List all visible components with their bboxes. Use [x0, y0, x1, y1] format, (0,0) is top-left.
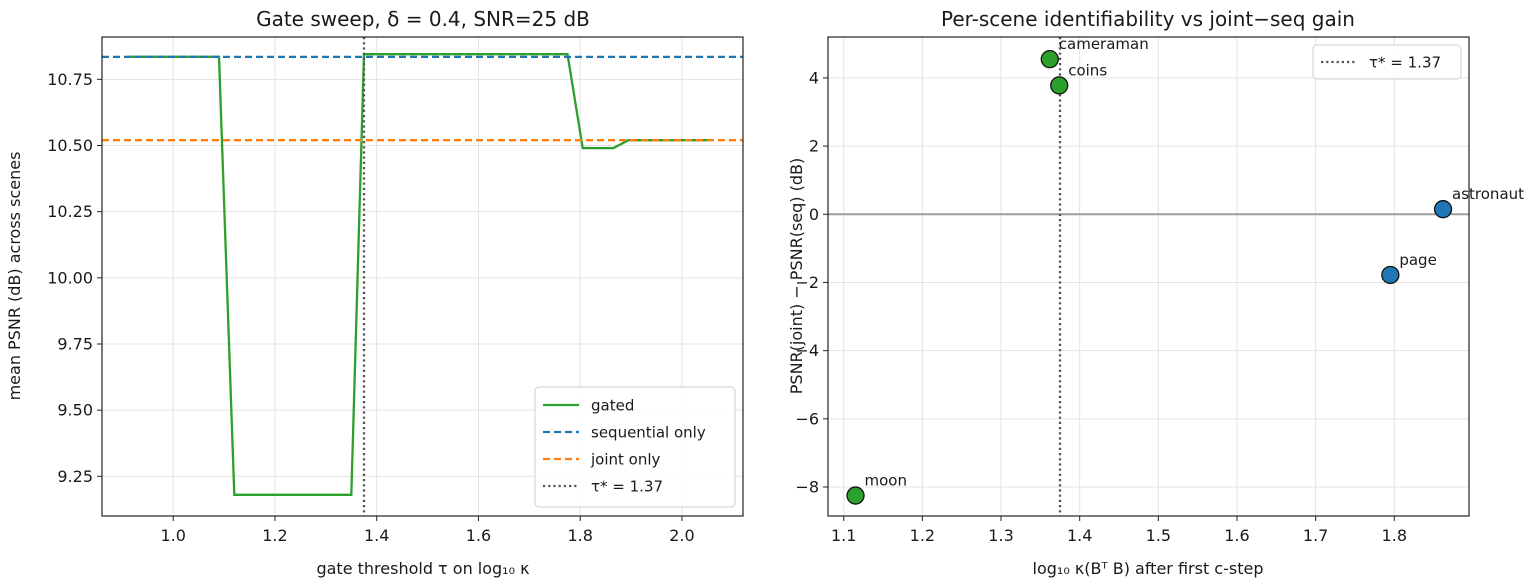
left-chart: Gate sweep, δ = 0.4, SNR=25 dB 1.0 1.2 1.4…	[5, 7, 744, 578]
y-tick-label: 4	[809, 68, 819, 87]
left-x-axis-label: gate threshold τ on log₁₀ κ	[316, 559, 530, 578]
y-tick-label: 10.50	[47, 136, 93, 155]
x-tick-label: 1.3	[988, 526, 1013, 545]
left-y-axis-label: mean PSNR (dB) across scenes	[5, 152, 24, 401]
point-label-astronaut: astronaut	[1452, 185, 1524, 203]
right-grid	[828, 37, 1469, 516]
y-tick-label: 2	[809, 137, 819, 156]
x-tick-label: 1.2	[910, 526, 935, 545]
legend-label: gated	[591, 397, 634, 415]
right-legend: τ* = 1.37	[1312, 44, 1462, 80]
x-tick-label: 2.0	[669, 526, 694, 545]
scatter-point-moon	[846, 486, 865, 505]
left-chart-title: Gate sweep, δ = 0.4, SNR=25 dB	[256, 7, 590, 31]
point-label-page: page	[1399, 251, 1436, 269]
x-tick-label: 1.8	[567, 526, 592, 545]
x-tick-label: 1.0	[160, 526, 185, 545]
x-tick-label: 1.8	[1382, 526, 1407, 545]
right-y-axis-label: PSNR(joint) − PSNR(seq) (dB)	[787, 158, 806, 394]
right-x-ticks: 1.1 1.2 1.3 1.4 1.5 1.6 1.7 1.8	[831, 516, 1407, 545]
legend-label: sequential only	[591, 424, 706, 442]
y-tick-label: 9.25	[57, 467, 93, 486]
scatter-point-cameraman	[1040, 50, 1059, 69]
x-tick-label: 1.4	[1067, 526, 1092, 545]
x-tick-label: 1.4	[364, 526, 389, 545]
x-tick-label: 1.2	[262, 526, 287, 545]
legend-frame	[1312, 44, 1462, 80]
right-x-axis-label: log₁₀ κ(Bᵀ B) after first c-step	[1033, 559, 1264, 578]
right-axes-frame	[827, 36, 1470, 517]
left-y-ticks: 9.25 9.50 9.75 10.00 10.25 10.50 10.75	[47, 70, 102, 486]
legend-label: τ* = 1.37	[591, 478, 663, 496]
right-chart-title: Per-scene identifiability vs joint−seq g…	[941, 7, 1355, 31]
point-label-coins: coins	[1068, 61, 1107, 79]
y-tick-label: −6	[795, 409, 819, 428]
point-label-moon: moon	[865, 472, 907, 490]
x-tick-label: 1.1	[831, 526, 856, 545]
y-tick-label: 9.50	[57, 401, 93, 420]
y-tick-label: −4	[795, 341, 819, 360]
scatter-point-page	[1381, 265, 1400, 285]
left-plot-area	[102, 37, 743, 516]
x-tick-label: 1.6	[1224, 526, 1249, 545]
series-line-0	[127, 53, 708, 496]
point-label-cameraman: cameraman	[1059, 35, 1149, 53]
y-tick-label: 10.00	[47, 268, 93, 287]
scatter-point-astronaut	[1433, 200, 1453, 219]
legend-label: τ* = 1.37	[1369, 54, 1441, 72]
right-chart: Per-scene identifiability vs joint−seq g…	[787, 7, 1524, 578]
y-tick-label: 10.25	[47, 202, 93, 221]
left-grid	[102, 37, 743, 516]
y-tick-label: 9.75	[57, 334, 93, 353]
y-tick-label: −8	[795, 478, 819, 497]
legend-frame	[534, 386, 736, 508]
left-axes-frame	[101, 36, 744, 517]
legend-label: joint only	[590, 451, 661, 469]
right-y-ticks: −8 −6 −4 −2 0 2 4	[795, 68, 828, 497]
right-plot-area: cameraman coins astronaut page moon	[828, 35, 1524, 516]
y-tick-label: 10.75	[47, 70, 93, 89]
left-legend: gated sequential only joint only τ* = 1.37	[534, 386, 736, 508]
scatter-point-coins	[1050, 76, 1069, 95]
y-tick-label: −2	[795, 273, 819, 292]
x-tick-label: 1.7	[1303, 526, 1328, 545]
y-tick-label: 0	[809, 205, 819, 224]
x-tick-label: 1.5	[1146, 526, 1171, 545]
x-tick-label: 1.6	[466, 526, 491, 545]
left-x-ticks: 1.0 1.2 1.4 1.6 1.8 2.0	[160, 516, 695, 545]
